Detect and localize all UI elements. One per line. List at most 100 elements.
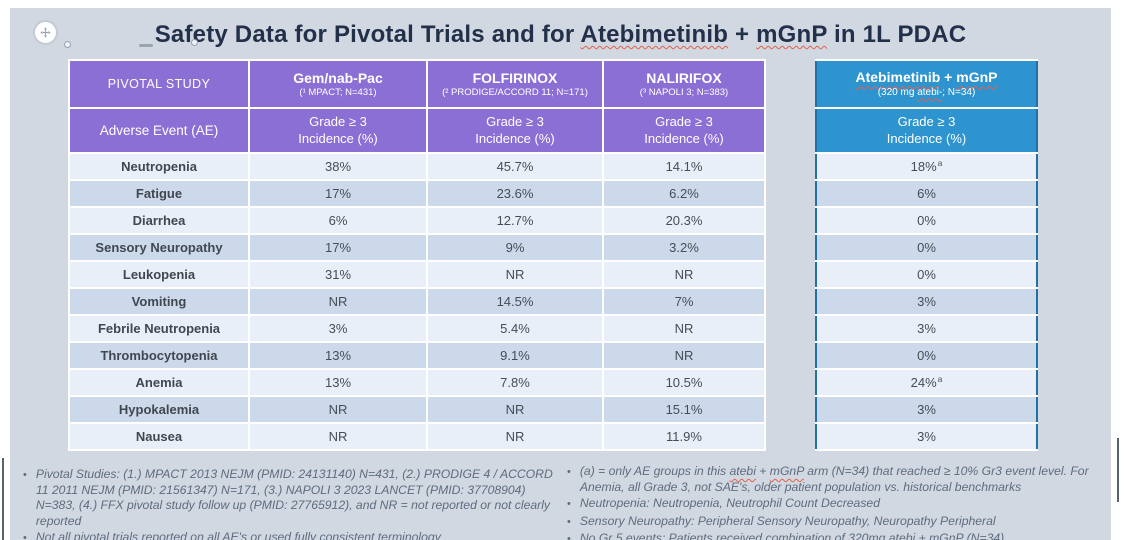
table-row: 3% xyxy=(816,314,1037,343)
text-segment: (a) = only AE groups in this xyxy=(579,464,730,478)
value-cell[interactable]: 13% xyxy=(248,341,428,370)
footnote-text: (a) = only AE groups in this atebi + mGn… xyxy=(580,464,1120,495)
value-cell[interactable]: 24%a xyxy=(816,368,1037,397)
text-segment: + xyxy=(728,21,757,48)
ae-cell[interactable]: Thrombocytopenia xyxy=(68,341,250,370)
table-row: 0% xyxy=(816,206,1037,235)
footnote-item: • Sensory Neuropathy: Peripheral Sensory … xyxy=(567,514,1120,531)
value-cell[interactable]: 7% xyxy=(602,287,766,316)
ae-cell[interactable]: Nausea xyxy=(68,422,250,451)
slide-title[interactable]: Safety Data for Pivotal Trials and for A… xyxy=(10,21,1111,49)
adverse-event-header[interactable]: Adverse Event (AE) xyxy=(68,107,250,154)
table-row: Hypokalemia NR NR 15.1% xyxy=(68,395,766,424)
table-row: 24%a xyxy=(816,368,1037,397)
table-row: 6% xyxy=(816,179,1037,208)
ae-cell[interactable]: Sensory Neuropathy xyxy=(68,233,250,262)
value-cell[interactable]: NR xyxy=(426,422,604,451)
value-cell[interactable]: 3% xyxy=(816,395,1037,424)
value-cell[interactable]: 9.1% xyxy=(426,341,604,370)
study-header-row: Atebimetinib + mGnP (320 mg atebi-; N=34… xyxy=(816,59,1037,109)
footnote-item: • (a) = only AE groups in this atebi + mG… xyxy=(567,464,1120,495)
value-cell[interactable]: 15.1% xyxy=(602,395,766,424)
value-cell[interactable]: 45.7% xyxy=(426,152,604,181)
move-handle[interactable] xyxy=(34,21,57,44)
value-cell[interactable]: 6% xyxy=(816,179,1037,208)
ae-cell[interactable]: Febrile Neutropenia xyxy=(68,314,250,343)
ae-cell[interactable]: Vomiting xyxy=(68,287,250,316)
value-cell[interactable]: 3% xyxy=(248,314,428,343)
footnotes-right[interactable]: • (a) = only AE groups in this atebi + mG… xyxy=(567,464,1120,540)
value-cell[interactable]: 3.2% xyxy=(602,233,766,262)
footnote-item: • Neutropenia: Neutropenia, Neutrophil Co… xyxy=(567,496,1120,513)
ae-cell[interactable]: Diarrhea xyxy=(68,206,250,235)
value-cell[interactable]: 9% xyxy=(426,233,604,262)
ae-cell[interactable]: Neutropenia xyxy=(68,152,250,181)
move-icon xyxy=(40,27,51,38)
value-cell[interactable]: 17% xyxy=(248,233,428,262)
column-header-gem-nab-pac[interactable]: Gem/nab-Pac (¹ MPACT; N=431) xyxy=(248,59,428,109)
value-cell[interactable]: 7.8% xyxy=(426,368,604,397)
value-cell[interactable]: 23.6% xyxy=(426,179,604,208)
value-cell[interactable]: 0% xyxy=(816,233,1037,262)
value-cell[interactable]: 13% xyxy=(248,368,428,397)
value-cell[interactable]: NR xyxy=(248,287,428,316)
value-cell[interactable]: 17% xyxy=(248,179,428,208)
column-name: FOLFIRINOX xyxy=(472,69,558,86)
ae-cell[interactable]: Hypokalemia xyxy=(68,395,250,424)
table-row: 3% xyxy=(816,287,1037,316)
ae-cell[interactable]: Fatigue xyxy=(68,179,250,208)
text-segment: + xyxy=(915,531,930,540)
value-cell[interactable]: 31% xyxy=(248,260,428,289)
footnote-text: Pivotal Studies: (1.) MPACT 2013 NEJM (P… xyxy=(36,467,560,529)
grade-header[interactable]: Grade ≥ 3 Incidence (%) xyxy=(248,107,428,154)
value-cell[interactable]: 3% xyxy=(816,422,1037,451)
column-header-atebimetinib[interactable]: Atebimetinib + mGnP (320 mg atebi-; N=34… xyxy=(816,59,1037,109)
value-cell[interactable]: 0% xyxy=(816,341,1037,370)
pivotal-trials-table[interactable]: PIVOTAL STUDY Gem/nab-Pac (¹ MPACT; N=43… xyxy=(68,59,766,451)
selection-handle[interactable] xyxy=(191,39,198,46)
selection-handle[interactable] xyxy=(64,41,71,48)
column-header-nalirifox[interactable]: NALIRIFOX (³ NAPOLI 3; N=383) xyxy=(602,59,766,109)
bullet: • xyxy=(567,515,571,528)
footnote-text: No Gr 5 events; Patients received combin… xyxy=(580,531,1004,540)
value-cell[interactable]: 0% xyxy=(816,260,1037,289)
value-cell[interactable]: NR xyxy=(426,395,604,424)
value-cell[interactable]: NR xyxy=(602,314,766,343)
table-row: Fatigue 17% 23.6% 6.2% xyxy=(68,179,766,208)
grade-header[interactable]: Grade ≥ 3 Incidence (%) xyxy=(426,107,604,154)
atebimetinib-table[interactable]: Atebimetinib + mGnP (320 mg atebi-; N=34… xyxy=(815,59,1038,451)
column-subtitle: (² PRODIGE/ACCORD 11; N=171) xyxy=(442,86,588,98)
grade-header[interactable]: Grade ≥ 3 Incidence (%) xyxy=(816,107,1037,154)
value-cell[interactable]: 14.5% xyxy=(426,287,604,316)
grade-header[interactable]: Grade ≥ 3 Incidence (%) xyxy=(602,107,766,154)
value-cell[interactable]: 14.1% xyxy=(602,152,766,181)
bullet: • xyxy=(567,466,571,478)
ae-cell[interactable]: Leukopenia xyxy=(68,260,250,289)
ae-cell[interactable]: Anemia xyxy=(68,368,250,397)
pivotal-study-header[interactable]: PIVOTAL STUDY xyxy=(68,59,250,109)
value-cell[interactable]: 10.5% xyxy=(602,368,766,397)
value-cell[interactable]: NR xyxy=(602,341,766,370)
underline-mark xyxy=(139,44,153,47)
value-cell[interactable]: NR xyxy=(426,260,604,289)
value-cell[interactable]: 6% xyxy=(248,206,428,235)
value-cell[interactable]: 0% xyxy=(816,206,1037,235)
footnote-item: • Pivotal Studies: (1.) MPACT 2013 NEJM (… xyxy=(23,467,560,529)
value-cell[interactable]: 38% xyxy=(248,152,428,181)
value-cell[interactable]: NR xyxy=(248,422,428,451)
value-cell[interactable]: NR xyxy=(248,395,428,424)
value-cell[interactable]: 3% xyxy=(816,287,1037,316)
footnote-marker: a xyxy=(937,157,943,168)
value-cell[interactable]: 5.4% xyxy=(426,314,604,343)
value-cell[interactable]: 11.9% xyxy=(602,422,766,451)
value-cell[interactable]: NR xyxy=(602,260,766,289)
text-segment: mGnP xyxy=(929,531,964,540)
footnotes-left[interactable]: • Pivotal Studies: (1.) MPACT 2013 NEJM (… xyxy=(23,467,560,540)
value-cell[interactable]: 12.7% xyxy=(426,206,604,235)
text-segment: mGnP xyxy=(769,464,804,478)
column-header-folfirinox[interactable]: FOLFIRINOX (² PRODIGE/ACCORD 11; N=171) xyxy=(426,59,604,109)
value-cell[interactable]: 18%a xyxy=(816,152,1037,181)
value-cell[interactable]: 20.3% xyxy=(602,206,766,235)
value-cell[interactable]: 3% xyxy=(816,314,1037,343)
value-cell[interactable]: 6.2% xyxy=(602,179,766,208)
